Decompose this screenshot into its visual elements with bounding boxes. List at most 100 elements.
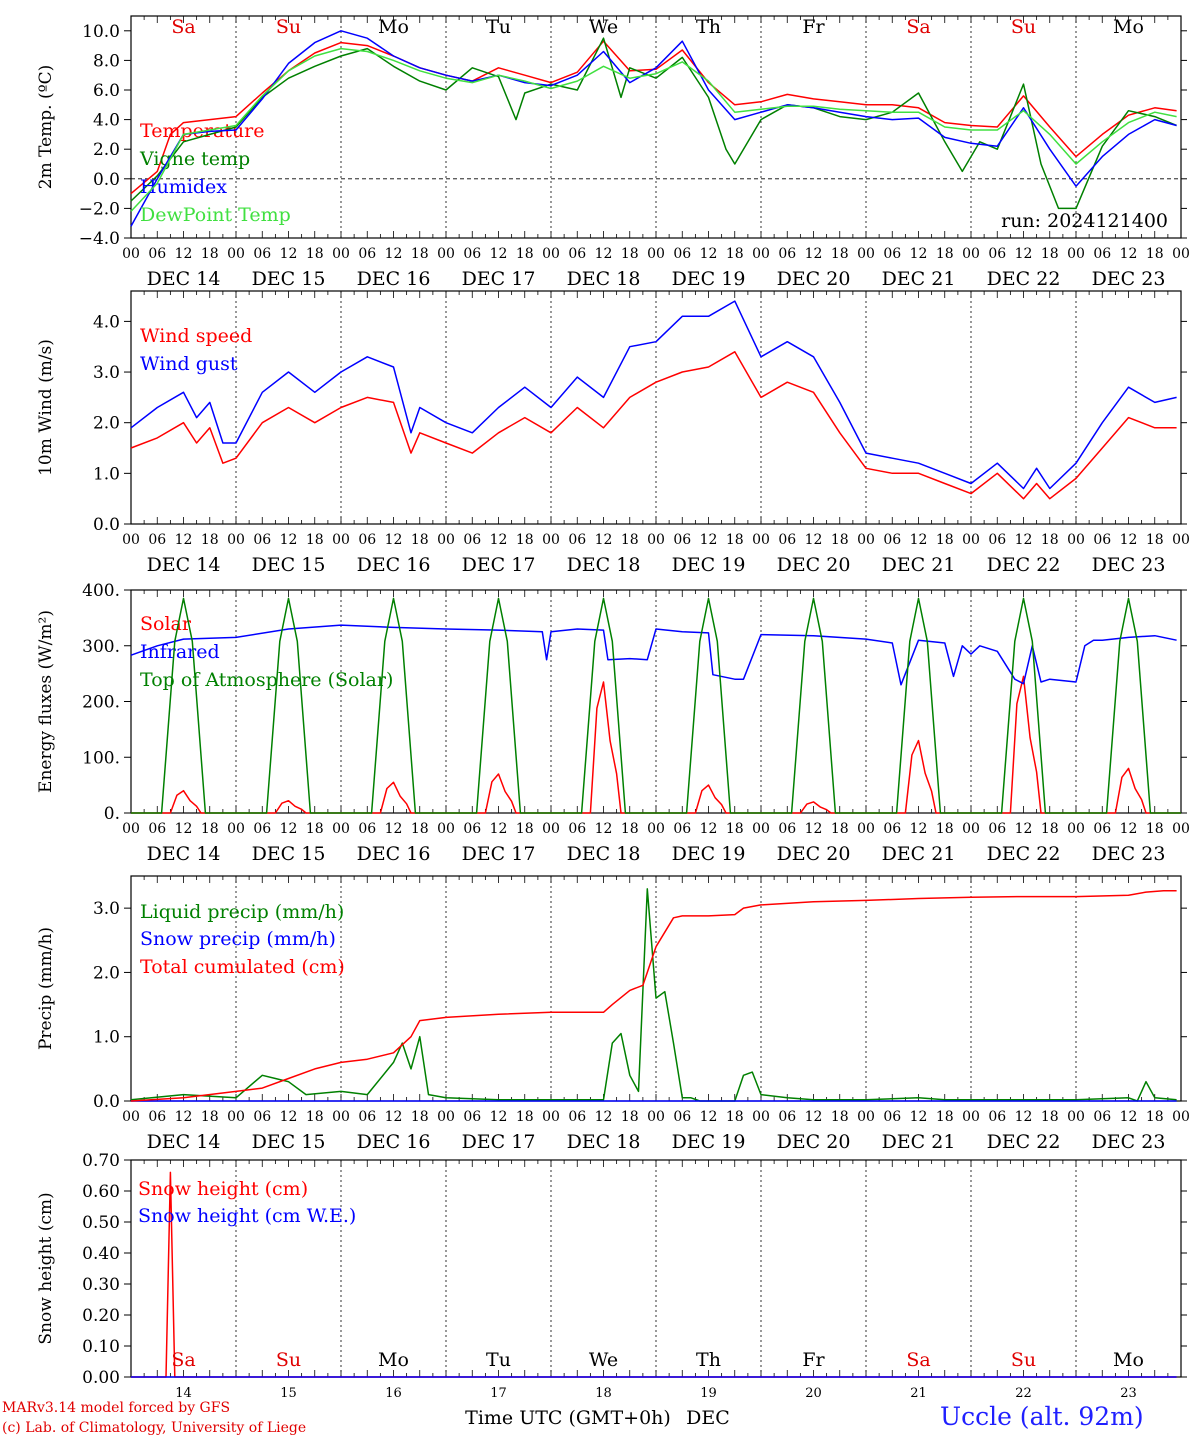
hour-label: 18 [306,532,324,548]
hour-label: 18 [831,532,849,548]
hour-label: 06 [358,246,376,262]
date-label: DEC 17 [462,1131,536,1153]
hour-label: 06 [1093,532,1111,548]
hour-label: 12 [1120,1109,1138,1125]
y-tick-label: 8.0 [93,51,120,71]
hour-label: 06 [253,821,271,837]
hour-label: 00 [962,246,980,262]
y-tick-label: 200. [82,693,120,713]
hour-label: 00 [227,1109,245,1125]
date-label: DEC 18 [567,554,641,576]
hour-label: 06 [568,532,586,548]
y-tick-label: 4.0 [93,312,120,332]
day-number-label: 18 [595,1386,612,1401]
hour-label: 00 [122,821,140,837]
day-number-label: 14 [175,1386,192,1401]
hour-label: 06 [358,1109,376,1125]
hour-label: 00 [542,1109,560,1125]
hour-label: 00 [647,532,665,548]
hour-label: 00 [857,821,875,837]
weekday-label-top: Sa [906,16,930,38]
weekday-label-top: Su [1011,16,1036,38]
date-label: DEC 22 [987,554,1061,576]
weekday-label-bottom: Sa [171,1349,195,1371]
date-label: DEC 15 [252,554,326,576]
hour-label: 18 [1041,246,1059,262]
hour-label: 00 [1067,821,1085,837]
hour-label: 06 [778,532,796,548]
hour-label: 00 [122,532,140,548]
date-label: DEC 15 [252,268,326,290]
hour-label: 18 [726,246,744,262]
hour-label: 18 [726,821,744,837]
hour-label: 18 [516,1109,534,1125]
y-tick-label: 0.0 [93,170,120,190]
x-axis-month: DEC [686,1407,730,1429]
day-number-label: 15 [280,1386,297,1401]
y-tick-label: 0.70 [82,1151,120,1171]
hour-label: 18 [201,1109,219,1125]
hour-label: 00 [752,532,770,548]
hour-label: 06 [148,1109,166,1125]
hour-label: 00 [332,246,350,262]
weekday-label-bottom: Su [276,1349,301,1371]
hour-label: 18 [726,1109,744,1125]
date-label: DEC 23 [1092,843,1166,865]
y-tick-label: 0.20 [82,1306,120,1326]
hour-label: 00 [542,532,560,548]
hour-label: 18 [201,821,219,837]
hour-label: 06 [148,532,166,548]
legend-entry: Snow height (cm) [138,1178,308,1200]
y-tick-label: 0.40 [82,1244,120,1264]
hour-label: 18 [306,821,324,837]
hour-label: 06 [1093,1109,1111,1125]
date-label: DEC 18 [567,843,641,865]
legend-entry: DewPoint Temp [140,204,291,226]
weekday-label-top: Fr [802,16,825,38]
hour-label: 06 [253,1109,271,1125]
hour-label: 00 [647,246,665,262]
date-label: DEC 15 [252,1131,326,1153]
hour-label: 06 [673,246,691,262]
hour-label: 06 [253,532,271,548]
y-tick-label: 2.0 [93,140,120,160]
hour-label: 12 [1120,821,1138,837]
hour-label: 00 [752,821,770,837]
day-number-label: 19 [700,1386,717,1401]
y-tick-label: 3.0 [93,363,120,383]
hour-label: 18 [1146,246,1164,262]
series-wind-speed-line [130,351,1177,500]
hour-label: 12 [700,246,718,262]
y-tick-label: −4.0 [79,229,120,249]
hour-label: 00 [1172,1109,1190,1125]
date-label: DEC 17 [462,843,536,865]
hour-label: 00 [1067,1109,1085,1125]
date-label: DEC 19 [672,554,746,576]
hour-label: 12 [280,1109,298,1125]
weekday-label-top: Su [276,16,301,38]
hour-label: 18 [411,821,429,837]
hour-label: 18 [516,821,534,837]
hour-label: 18 [936,246,954,262]
hour-label: 12 [490,1109,508,1125]
y-tick-label: 300. [82,637,120,657]
hour-label: 12 [280,246,298,262]
hour-label: 06 [988,1109,1006,1125]
weekday-label-bottom: Mo [378,1349,409,1371]
y-tick-label: 2.0 [93,414,120,434]
hour-label: 12 [175,1109,193,1125]
weekday-label-top: We [589,16,618,38]
hour-label: 18 [831,821,849,837]
hour-label: 12 [490,532,508,548]
hour-label: 12 [700,532,718,548]
y-axis-title: 10m Wind (m/s) [36,339,56,476]
date-label: DEC 18 [567,268,641,290]
hour-label: 12 [1015,532,1033,548]
hour-label: 18 [516,532,534,548]
y-tick-label: 400. [82,581,120,601]
series-wind-gust-line [130,300,1177,490]
legend-entry: Infrared [140,641,220,663]
hour-label: 12 [910,246,928,262]
series-liquid-precip-mm-h-line [130,888,1177,1102]
hour-label: 06 [883,532,901,548]
